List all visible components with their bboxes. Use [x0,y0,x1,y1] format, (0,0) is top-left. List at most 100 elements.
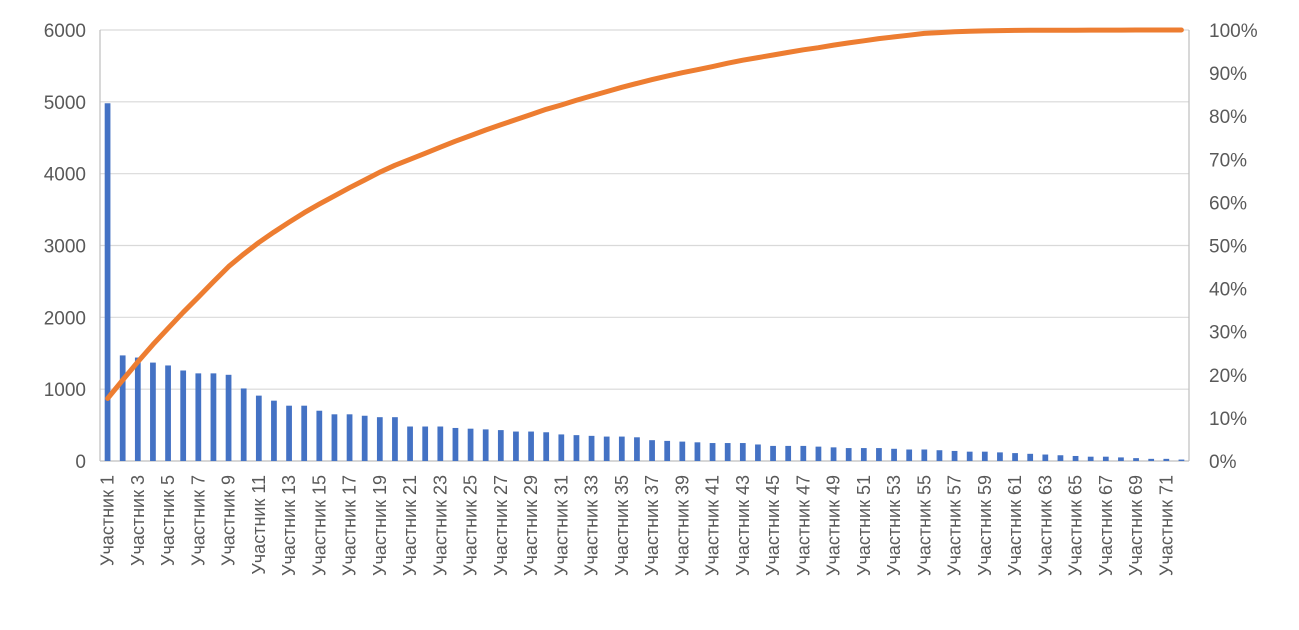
bar-17 [346,414,353,461]
y2-tick-label: 20% [1209,366,1247,387]
y2-tick-label: 40% [1209,280,1247,301]
y-tick-label: 1000 [44,380,86,401]
y2-tick-label: 30% [1209,323,1247,344]
bar-41 [709,443,716,461]
x-tick-label: Участник 45 [763,475,783,576]
y-tick-label: 5000 [44,93,86,114]
bar-1 [104,103,111,462]
bar-69 [1133,458,1139,461]
bar-45 [770,445,776,461]
bar-56 [936,450,943,461]
bar-28 [513,431,519,461]
bar-12 [271,400,277,461]
bar-36 [634,437,640,461]
x-tick-label: Участник 69 [1126,475,1146,576]
bar-49 [830,447,837,461]
x-tick-label: Участник 1 [98,475,118,566]
bar-18 [361,415,368,461]
y-tick-label: 2000 [44,308,86,329]
bar-50 [845,448,852,461]
bar-39 [679,441,686,461]
bar-67 [1102,456,1109,461]
bar-48 [815,446,822,461]
bar-29 [528,431,534,461]
bar-40 [694,442,701,461]
x-tick-label: Участник 55 [914,475,934,576]
bar-22 [422,426,429,461]
bar-23 [437,426,444,461]
bar-51 [860,448,867,461]
bar-33 [588,435,595,461]
x-tick-label: Участник 25 [461,475,481,576]
bar-57 [951,450,958,461]
bar-71 [1163,458,1170,461]
x-tick-label: Участник 43 [733,475,753,576]
bar-44 [755,444,761,461]
x-tick-label: Участник 35 [612,475,632,576]
bar-64 [1057,455,1064,461]
y-tick-label: 4000 [44,165,86,186]
x-tick-label: Участник 19 [370,475,390,576]
x-tick-label: Участник 63 [1035,475,1055,576]
bar-66 [1087,456,1094,461]
y-tick-label: 6000 [44,21,86,42]
bar-19 [376,417,383,461]
y2-tick-label: 0% [1209,452,1237,473]
bar-43 [739,443,746,461]
bar-55 [921,449,928,461]
bar-27 [497,430,504,461]
y2-tick-label: 50% [1209,237,1247,258]
x-tick-label: Участник 51 [854,475,874,576]
bar-61 [1012,453,1018,461]
bar-9 [225,374,232,461]
bar-10 [240,388,247,461]
bar-14 [301,405,308,461]
y2-tick-label: 10% [1209,409,1247,430]
bar-46 [785,445,792,461]
bar-59 [981,451,988,461]
bar-2 [119,355,126,461]
cumulative-line [105,27,1184,401]
bar-20 [392,417,398,461]
y2-tick-label: 90% [1209,64,1247,85]
bar-7 [195,373,202,461]
bar-34 [603,436,610,461]
bar-38 [664,440,671,461]
x-tick-label: Участник 67 [1096,475,1116,576]
y-tick-label: 3000 [44,237,86,258]
bar-26 [482,429,489,461]
y2-tick-label: 60% [1209,193,1247,214]
x-tick-label: Участник 15 [309,475,329,576]
bar-31 [558,434,565,461]
x-tick-label: Участник 33 [582,475,602,576]
x-tick-label: Участник 61 [1005,475,1025,576]
x-tick-label: Участник 11 [249,475,269,575]
bar-68 [1118,457,1124,461]
bar-8 [210,373,217,461]
bar-30 [543,432,550,461]
bar-5 [165,365,171,461]
bar-65 [1072,455,1079,461]
bar-58 [966,451,973,461]
bar-72 [1178,459,1185,461]
x-tick-label: Участник 49 [824,475,844,576]
x-tick-label: Участник 21 [400,475,420,576]
bar-60 [997,452,1003,461]
bar-54 [906,449,913,461]
x-tick-label: Участник 27 [491,475,511,576]
bar-4 [150,362,156,461]
y2-tick-label: 100% [1209,21,1258,42]
x-tick-label: Участник 53 [884,475,904,576]
bar-16 [331,414,338,461]
bar-13 [286,405,292,461]
bar-62 [1027,453,1034,461]
x-tick-label: Участник 41 [703,475,723,576]
y2-tick-label: 70% [1209,150,1247,171]
bar-24 [452,427,459,461]
x-tick-label: Участник 59 [975,475,995,576]
bar-6 [180,370,187,461]
bar-63 [1042,454,1049,461]
bar-11 [255,395,262,461]
bar-42 [724,443,731,461]
